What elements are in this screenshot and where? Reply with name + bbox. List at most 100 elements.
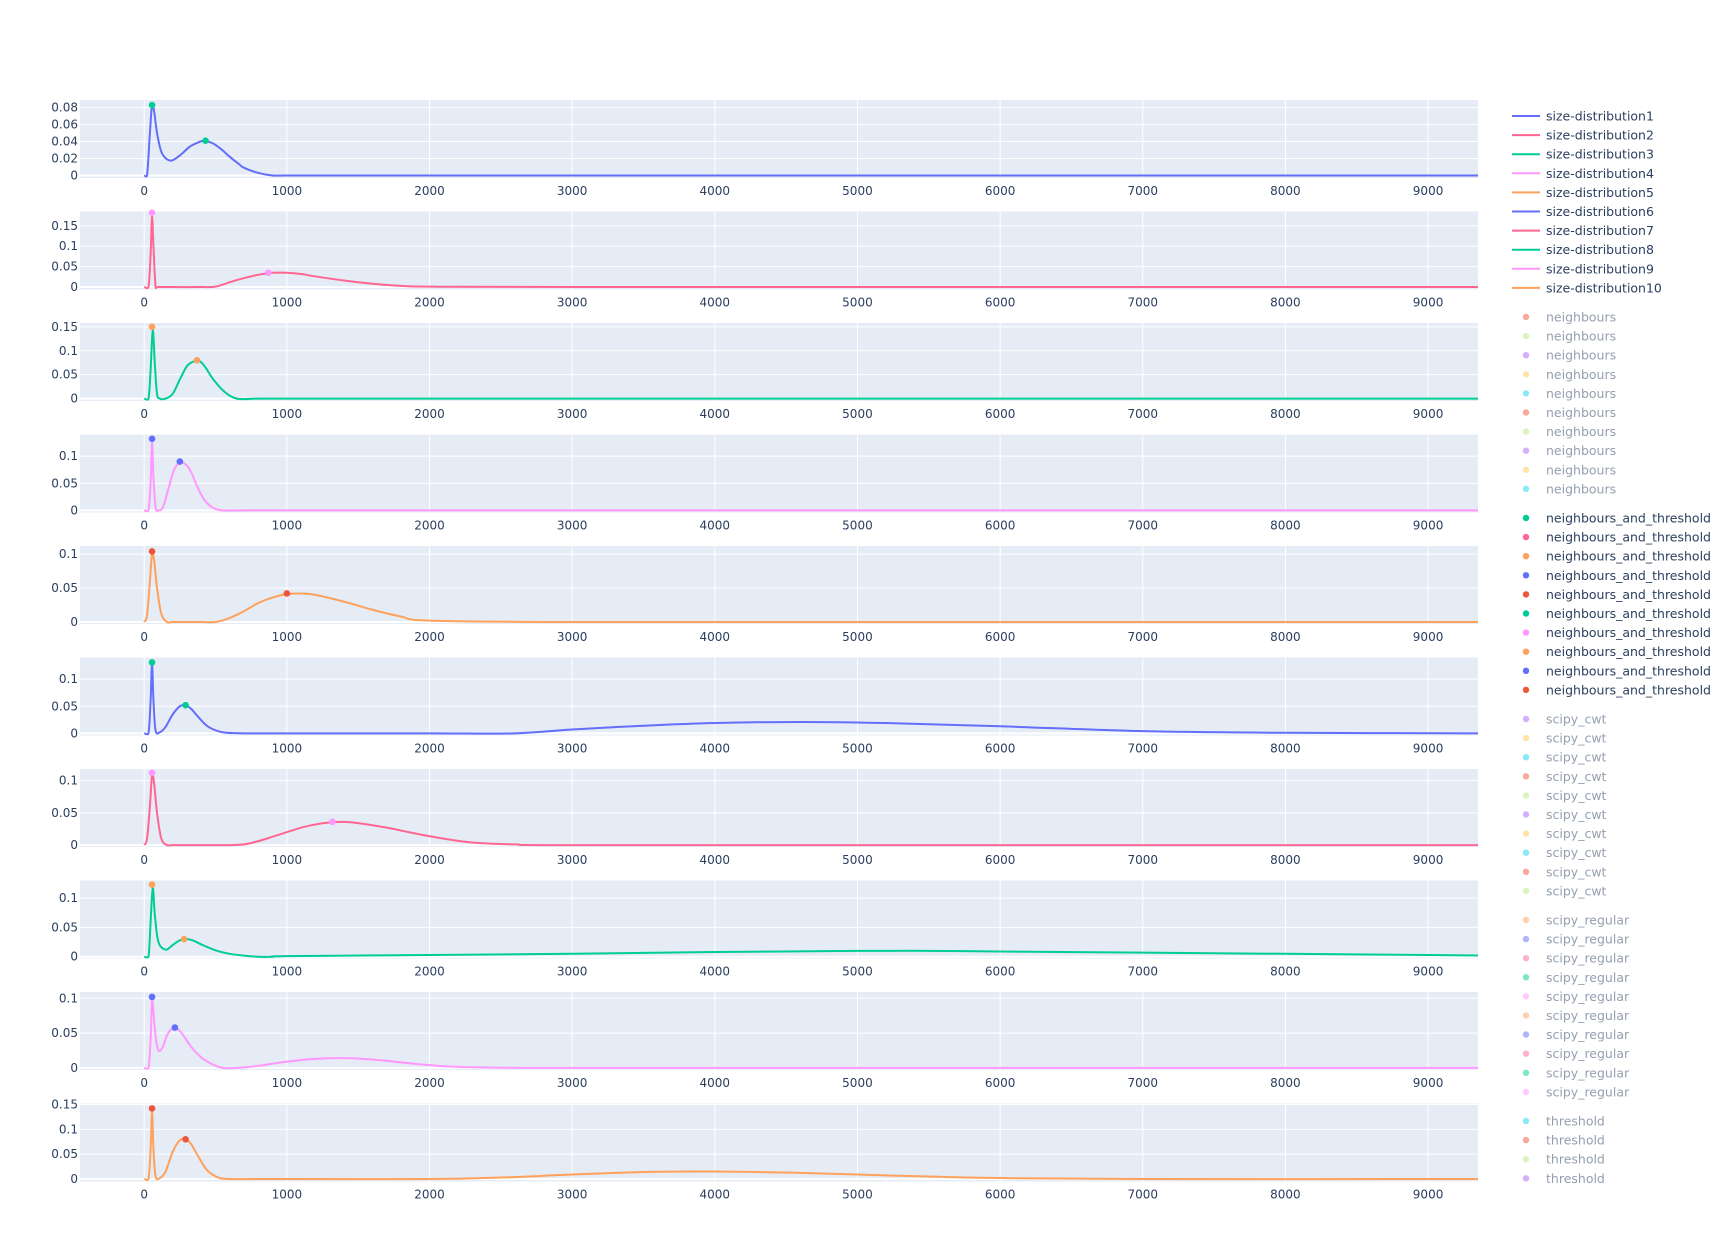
series-line-size-distribution9[interactable] xyxy=(143,998,1485,1070)
legend-item[interactable]: neighbours xyxy=(1522,329,1616,344)
legend-label: scipy_cwt xyxy=(1546,883,1607,898)
series-line-size-distribution5[interactable] xyxy=(143,551,1485,624)
legend-item[interactable]: neighbours xyxy=(1522,367,1616,382)
legend-item[interactable]: neighbours xyxy=(1522,310,1616,325)
legend-item[interactable]: scipy_regular xyxy=(1522,932,1630,947)
legend-item[interactable]: scipy_cwt xyxy=(1522,807,1607,822)
x-tick-label: 7000 xyxy=(1127,296,1158,310)
legend-item[interactable]: neighbours xyxy=(1522,386,1616,401)
legend-label: scipy_cwt xyxy=(1546,807,1607,822)
peak-marker[interactable] xyxy=(148,435,156,443)
legend-label: neighbours_and_threshold xyxy=(1546,549,1711,564)
legend-item[interactable]: scipy_regular xyxy=(1522,970,1630,985)
x-tick-label: 9000 xyxy=(1413,742,1444,756)
legend-item[interactable]: size-distribution2 xyxy=(1512,128,1654,143)
legend-item[interactable]: threshold xyxy=(1522,1171,1605,1186)
legend-label: neighbours_and_threshold xyxy=(1546,625,1711,640)
legend-item[interactable]: neighbours_and_threshold xyxy=(1522,511,1711,526)
legend-item[interactable]: neighbours_and_threshold xyxy=(1522,644,1711,659)
legend-item[interactable]: neighbours xyxy=(1522,348,1616,363)
y-tick-label: 0 xyxy=(70,392,78,406)
y-tick-label: 0.05 xyxy=(51,920,78,934)
legend-item[interactable]: threshold xyxy=(1522,1133,1605,1148)
series-line-size-distribution10[interactable] xyxy=(143,1110,1485,1182)
legend-swatch xyxy=(1522,629,1530,636)
peak-marker[interactable] xyxy=(148,659,156,666)
legend-item[interactable]: scipy_cwt xyxy=(1522,750,1607,765)
legend-item[interactable]: neighbours_and_threshold xyxy=(1522,530,1711,545)
x-tick-label: 0 xyxy=(140,965,148,979)
peak-marker[interactable] xyxy=(148,209,156,217)
legend-item[interactable]: size-distribution1 xyxy=(1512,109,1654,124)
legend-item[interactable]: scipy_regular xyxy=(1522,913,1630,928)
peak-marker[interactable] xyxy=(182,1135,189,1143)
legend-item[interactable]: size-distribution7 xyxy=(1512,223,1654,238)
peak-marker[interactable] xyxy=(329,818,336,826)
legend-item[interactable]: scipy_regular xyxy=(1522,1008,1630,1023)
series-line-size-distribution1[interactable] xyxy=(143,103,1485,178)
legend-item[interactable]: neighbours_and_threshold xyxy=(1522,587,1711,602)
legend-item[interactable]: threshold xyxy=(1522,1114,1605,1129)
peak-marker[interactable] xyxy=(202,137,209,144)
legend-item[interactable]: scipy_regular xyxy=(1522,1046,1630,1061)
legend-item[interactable]: size-distribution8 xyxy=(1512,242,1654,257)
peak-marker[interactable] xyxy=(193,357,201,364)
series-line-size-distribution3[interactable] xyxy=(143,329,1485,401)
peak-marker[interactable] xyxy=(148,323,156,331)
legend-item[interactable]: scipy_cwt xyxy=(1522,826,1607,841)
legend-item[interactable]: size-distribution4 xyxy=(1512,166,1654,181)
legend-item[interactable]: neighbours_and_threshold xyxy=(1522,625,1711,640)
legend-item[interactable]: scipy_cwt xyxy=(1522,788,1607,803)
peak-marker[interactable] xyxy=(283,590,291,597)
peak-marker[interactable] xyxy=(171,1024,179,1031)
y-tick-label: 0.1 xyxy=(59,449,78,463)
legend-item[interactable]: neighbours xyxy=(1522,443,1616,458)
legend-item[interactable]: neighbours_and_threshold xyxy=(1522,606,1711,621)
peak-marker[interactable] xyxy=(176,458,184,465)
peak-marker[interactable] xyxy=(148,993,156,1001)
peak-marker[interactable] xyxy=(148,101,156,109)
x-tick-label: 3000 xyxy=(557,184,588,198)
legend-item[interactable]: scipy_cwt xyxy=(1522,845,1607,860)
legend-item[interactable]: scipy_regular xyxy=(1522,1065,1630,1080)
legend-swatch xyxy=(1522,332,1530,340)
legend[interactable]: size-distribution1 size-distribution2 size… xyxy=(1512,109,1711,1186)
legend-item[interactable]: neighbours_and_threshold xyxy=(1522,549,1711,564)
peak-marker[interactable] xyxy=(148,769,156,777)
series-line-size-distribution6[interactable] xyxy=(143,663,1485,736)
series-line-size-distribution4[interactable] xyxy=(143,441,1485,513)
legend-item[interactable]: size-distribution9 xyxy=(1512,261,1654,276)
legend-item[interactable]: size-distribution6 xyxy=(1512,204,1654,219)
series-line-size-distribution7[interactable] xyxy=(143,773,1485,847)
series-line-size-distribution2[interactable] xyxy=(143,215,1485,290)
legend-item[interactable]: size-distribution5 xyxy=(1512,185,1654,200)
legend-item[interactable]: scipy_cwt xyxy=(1522,731,1607,746)
legend-item[interactable]: size-distribution3 xyxy=(1512,147,1654,162)
legend-item[interactable]: scipy_regular xyxy=(1522,1027,1630,1042)
x-tick-label: 8000 xyxy=(1270,965,1301,979)
legend-item[interactable]: neighbours_and_threshold xyxy=(1522,568,1711,583)
legend-item[interactable]: scipy_cwt xyxy=(1522,769,1607,784)
peak-marker[interactable] xyxy=(148,548,156,555)
legend-item[interactable]: size-distribution10 xyxy=(1512,280,1662,295)
legend-item[interactable]: neighbours_and_threshold xyxy=(1522,663,1711,678)
series-line-size-distribution8[interactable] xyxy=(143,887,1485,959)
legend-item[interactable]: neighbours xyxy=(1522,462,1616,477)
peak-marker[interactable] xyxy=(148,1105,156,1112)
legend-item[interactable]: neighbours xyxy=(1522,424,1616,439)
legend-item[interactable]: scipy_cwt xyxy=(1522,864,1607,879)
legend-item[interactable]: scipy_regular xyxy=(1522,951,1630,966)
legend-item[interactable]: neighbours xyxy=(1522,405,1616,420)
peak-marker[interactable] xyxy=(148,881,156,888)
legend-item[interactable]: scipy_regular xyxy=(1522,989,1630,1004)
legend-item[interactable]: scipy_regular xyxy=(1522,1084,1630,1099)
legend-item[interactable]: neighbours_and_threshold xyxy=(1522,682,1711,697)
peak-marker[interactable] xyxy=(182,701,189,709)
legend-item[interactable]: neighbours xyxy=(1522,481,1616,496)
legend-label: size-distribution3 xyxy=(1546,147,1654,162)
peak-marker[interactable] xyxy=(265,269,272,277)
peak-marker[interactable] xyxy=(180,935,188,943)
legend-item[interactable]: scipy_cwt xyxy=(1522,883,1607,898)
legend-item[interactable]: threshold xyxy=(1522,1152,1605,1167)
legend-item[interactable]: scipy_cwt xyxy=(1522,712,1607,727)
